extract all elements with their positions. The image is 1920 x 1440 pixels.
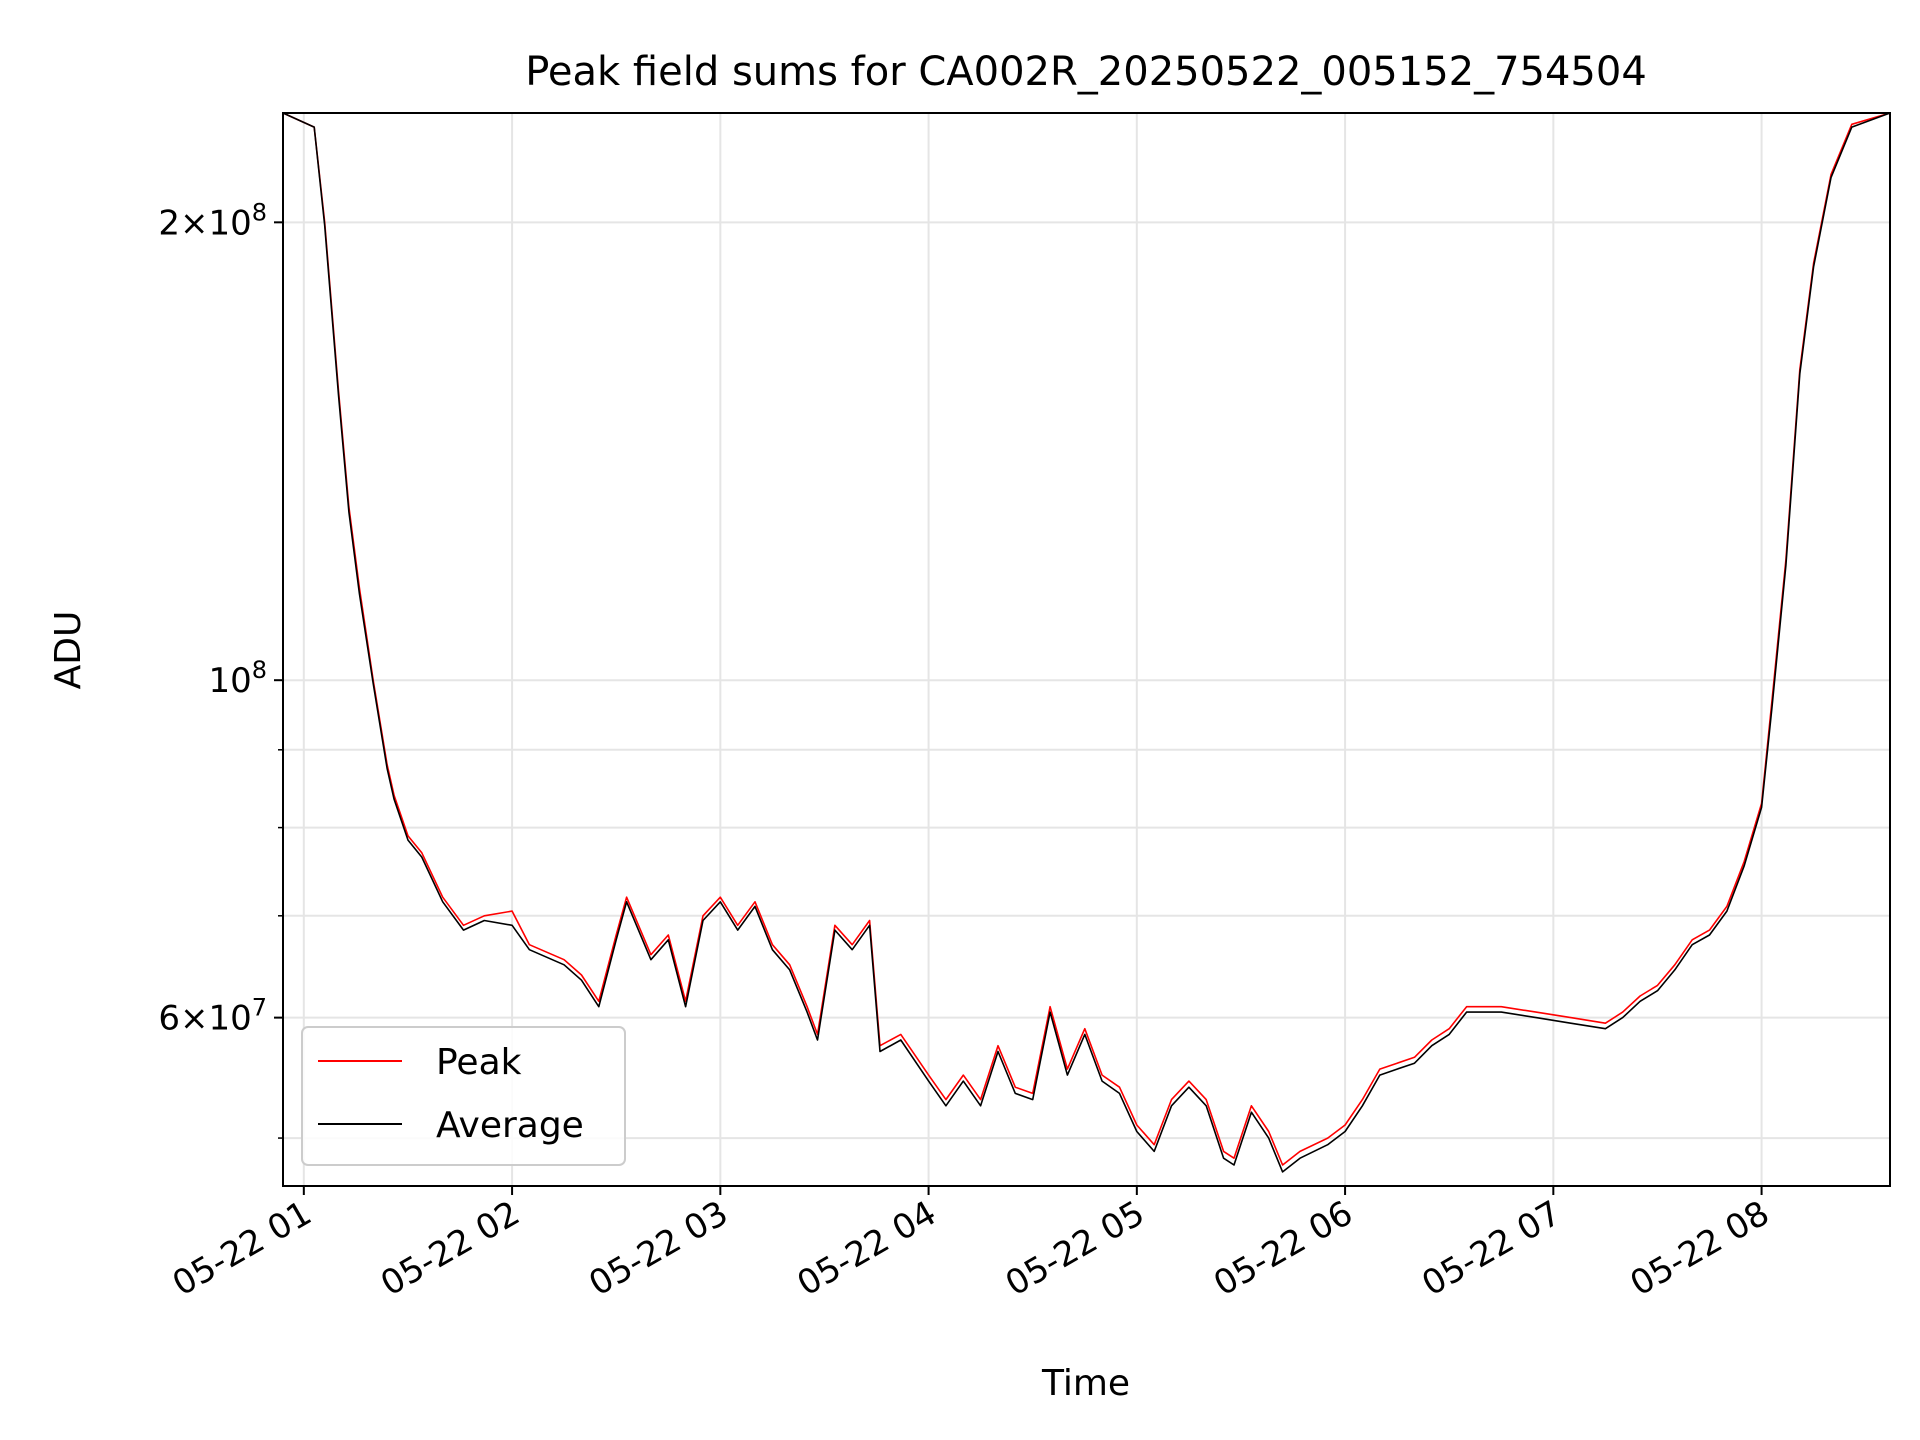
plot-frame bbox=[282, 112, 1891, 1187]
y-tick-label: 6×107 bbox=[158, 994, 267, 1039]
legend: Peak Average bbox=[301, 1026, 626, 1166]
y-axis-label: ADU bbox=[48, 611, 89, 690]
x-axis-label: Time bbox=[1041, 1363, 1130, 1404]
chart-title: Peak field sums for CA002R_20250522_0051… bbox=[525, 49, 1647, 95]
legend-label-peak: Peak bbox=[436, 1042, 522, 1083]
y-axis: 2×108 108 6×107 bbox=[158, 198, 283, 1139]
series-line-peak bbox=[282, 112, 1891, 1166]
series-layer bbox=[282, 112, 1891, 1173]
series-line-average bbox=[282, 112, 1891, 1173]
legend-label-average: Average bbox=[436, 1105, 584, 1146]
y-tick-label: 2×108 bbox=[158, 198, 267, 243]
y-tick-label: 108 bbox=[208, 656, 267, 701]
